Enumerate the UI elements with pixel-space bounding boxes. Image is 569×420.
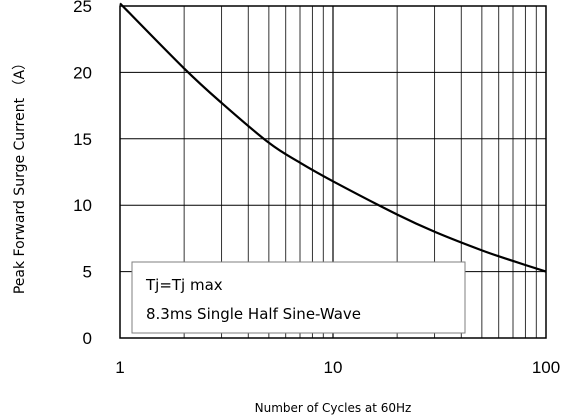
y-tick-labels: 0 5 10 15 20 25	[73, 0, 92, 348]
annotation-box	[131, 261, 466, 334]
x-tick-labels: 1 10 100	[115, 358, 560, 377]
y-tick-label: 10	[73, 196, 92, 215]
y-tick-label: 0	[83, 329, 92, 348]
plot-frame	[119, 5, 547, 339]
x-tick-label: 1	[115, 358, 124, 377]
y-tick-label: 15	[73, 130, 92, 149]
annotation-line-1: Tj=Tj max	[145, 276, 223, 294]
y-tick-label: 20	[73, 63, 92, 82]
y-tick-label: 25	[73, 0, 92, 16]
x-tick-label: 10	[324, 358, 343, 377]
x-tick-label: 100	[532, 358, 560, 377]
y-axis-label: Peak Forward Surge Current （A）	[12, 56, 28, 294]
y-tick-label: 5	[83, 263, 92, 282]
series-line-surge-current	[119, 2, 547, 273]
minor-grid	[183, 6, 537, 338]
x-axis-label: Number of Cycles at 60Hz	[255, 401, 412, 415]
annotation-line-2: 8.3ms Single Half Sine-Wave	[146, 305, 361, 323]
condition-annotation: Tj=Tj max 8.3ms Single Half Sine-Wave	[131, 261, 466, 334]
